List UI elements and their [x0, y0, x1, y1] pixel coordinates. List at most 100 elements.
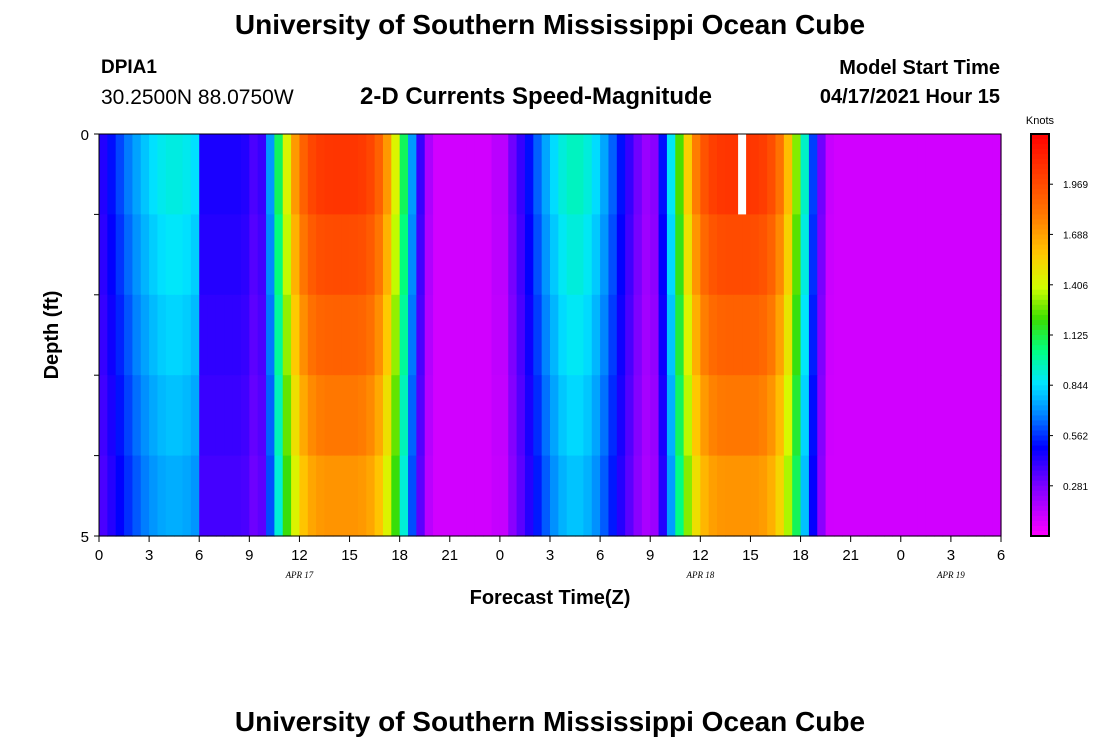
- colorbar-label: Knots: [1026, 115, 1055, 127]
- heatmap-cell: [925, 214, 935, 296]
- heatmap-cell: [516, 455, 526, 537]
- heatmap-cell: [274, 375, 284, 457]
- colorbar-swatch: [1031, 179, 1049, 185]
- heatmap-cell: [541, 134, 551, 215]
- colorbar-swatch: [1031, 314, 1049, 321]
- heatmap-cell: [199, 134, 209, 215]
- colorbar-swatch: [1031, 515, 1049, 522]
- y-tick-label: 0: [81, 127, 89, 144]
- heatmap-cell: [149, 134, 159, 215]
- heatmap-cell: [808, 455, 818, 537]
- heatmap-cell: [608, 134, 618, 215]
- heatmap-cell: [825, 455, 835, 537]
- heatmap-cell: [483, 455, 493, 537]
- heatmap-cell: [349, 375, 359, 457]
- heatmap-cell: [374, 134, 384, 215]
- heatmap-cell: [608, 214, 618, 296]
- heatmap-cell: [950, 294, 960, 376]
- heatmap-cell: [892, 455, 902, 537]
- heatmap-cell: [182, 214, 192, 296]
- chart-title: 2-D Currents Speed-Magnitude: [360, 83, 713, 110]
- heatmap-cell: [391, 134, 401, 215]
- colorbar-swatch: [1031, 455, 1049, 462]
- heatmap-cell: [416, 134, 426, 215]
- heatmap-cell: [558, 134, 568, 215]
- heatmap-cell: [299, 134, 309, 215]
- heatmap-cell: [725, 134, 735, 215]
- heatmap-cell: [466, 455, 476, 537]
- heatmap-cell: [224, 375, 234, 457]
- heatmap-cell: [700, 134, 710, 215]
- heatmap-cell: [524, 134, 534, 215]
- heatmap-cell: [524, 455, 534, 537]
- heatmap-cell: [249, 294, 259, 376]
- heatmap-cell: [458, 455, 468, 537]
- heatmap-cell: [524, 214, 534, 296]
- heatmap-cell: [575, 294, 585, 376]
- heatmap-cell: [992, 455, 1002, 537]
- heatmap-cell: [742, 214, 752, 296]
- heatmap-cell: [240, 134, 250, 215]
- heatmap-cell: [817, 134, 827, 215]
- heatmap-cell: [382, 134, 392, 215]
- heatmap-cell: [224, 294, 234, 376]
- heatmap-cell: [934, 375, 944, 457]
- heatmap-cell: [758, 375, 768, 457]
- colorbar-swatch: [1031, 169, 1049, 175]
- heatmap-cell: [408, 455, 417, 537]
- heatmap-cell: [408, 214, 417, 296]
- heatmap-cell: [767, 294, 777, 376]
- heatmap-cell: [107, 294, 117, 376]
- heatmap-cell: [892, 294, 902, 376]
- colorbar-tick-label: 0.281: [1063, 482, 1088, 493]
- colorbar-swatch: [1031, 269, 1049, 276]
- heatmap-cell: [967, 214, 977, 296]
- heatmap-cell: [550, 455, 559, 537]
- heatmap-cell: [524, 294, 534, 376]
- heatmap-cell: [934, 455, 944, 537]
- heatmap-cell: [366, 294, 376, 376]
- heatmap-cell: [215, 134, 225, 215]
- heatmap-cell: [508, 214, 518, 296]
- heatmap-cell: [691, 134, 701, 215]
- colorbar-swatch: [1031, 284, 1049, 291]
- colorbar-swatch: [1031, 425, 1049, 432]
- heatmap-cell: [499, 375, 509, 457]
- heatmap-cell: [575, 455, 585, 537]
- heatmap-cell: [833, 214, 843, 296]
- colorbar-swatch: [1031, 319, 1049, 326]
- heatmap-cell: [433, 214, 443, 296]
- heatmap-cell: [324, 214, 334, 296]
- heatmap-cell: [408, 134, 417, 215]
- heatmap-cell: [207, 294, 217, 376]
- heatmap-cell: [566, 375, 576, 457]
- heatmap-cell: [925, 455, 935, 537]
- heatmap-cell: [917, 134, 927, 215]
- colorbar-swatch: [1031, 174, 1049, 180]
- heatmap-cell: [541, 294, 551, 376]
- colorbar-swatch: [1031, 450, 1049, 457]
- heatmap-cell: [675, 455, 685, 537]
- heatmap-cell: [550, 134, 559, 215]
- heatmap-cell: [917, 214, 927, 296]
- heatmap-cell: [650, 375, 660, 457]
- heatmap-cell: [140, 294, 150, 376]
- heatmap-cell: [666, 294, 676, 376]
- heatmap-cell: [533, 214, 543, 296]
- colorbar-swatch: [1031, 209, 1049, 215]
- heatmap-cell: [266, 214, 275, 296]
- footer-title: University of Southern Mississippi Ocean…: [234, 706, 866, 737]
- colorbar-swatch: [1031, 415, 1049, 422]
- heatmap-cell: [182, 294, 192, 376]
- heatmap-cell: [767, 455, 777, 537]
- heatmap-cell: [174, 134, 184, 215]
- heatmap-cell: [433, 134, 443, 215]
- heatmap-cell: [341, 375, 351, 457]
- heatmap-cell: [466, 294, 476, 376]
- colorbar-swatch: [1031, 470, 1049, 477]
- heatmap-cell: [775, 214, 785, 296]
- heatmap-cell: [207, 214, 217, 296]
- heatmap-cell: [207, 375, 217, 457]
- heatmap-cell: [424, 134, 434, 215]
- colorbar-swatch: [1031, 385, 1049, 391]
